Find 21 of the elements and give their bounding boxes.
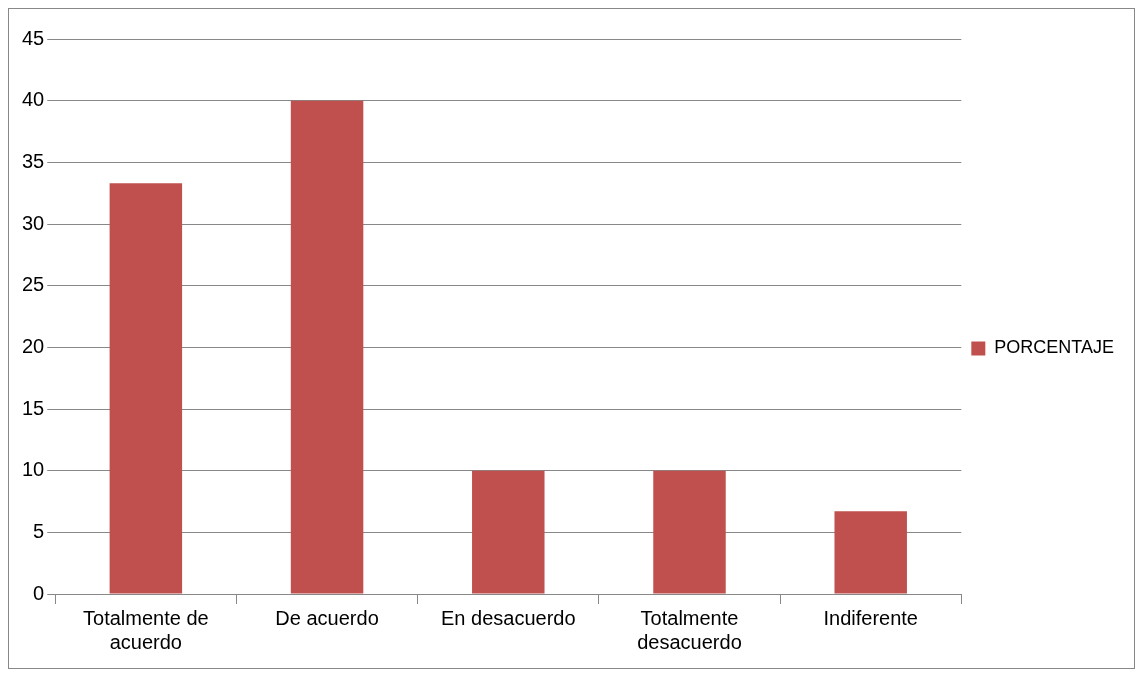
y-tick-label: 35 [22,149,45,172]
bar [653,470,726,594]
bar [834,511,907,594]
y-tick-label: 30 [22,211,45,234]
y-tick-label: 10 [22,458,45,481]
y-tick-label: 20 [22,334,45,357]
bar [109,183,183,594]
x-tick-label: Totalmente de acuerdo [83,606,209,653]
legend-label: PORCENTAJE [994,337,1115,358]
y-tick-label: 40 [22,88,45,111]
x-tick-label: Indiferente [823,606,918,629]
bar [290,100,364,594]
y-tick-label: 0 [33,581,45,604]
y-tick-label: 5 [33,519,45,542]
bar [472,470,545,594]
y-tick-label: 45 [22,26,45,49]
y-tick-label: 15 [22,396,45,419]
y-tick-label: 25 [22,273,45,296]
x-tick-label: En desacuerdo [441,606,576,629]
x-tick-label: De acuerdo [275,606,379,629]
x-tick-label: Totalmente desacuerdo [637,606,742,653]
